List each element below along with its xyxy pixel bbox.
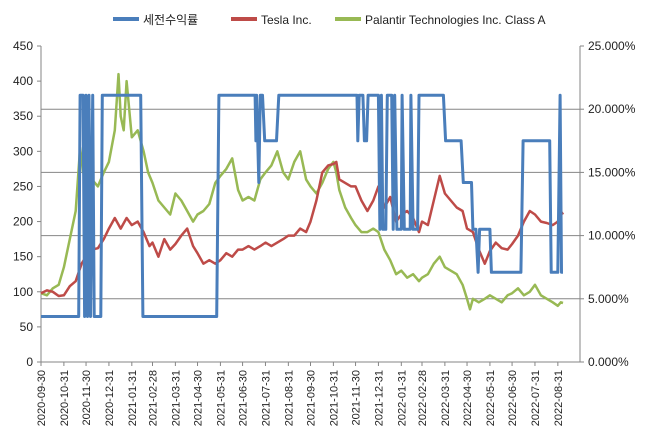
- gridlines: [41, 108, 580, 300]
- y-tick-label-left: 0: [26, 355, 33, 369]
- x-tick-label: 2022-01-31: [396, 370, 408, 426]
- series-line-return: [41, 93, 563, 318]
- y-tick-label-left: 100: [13, 285, 33, 299]
- y-tick-label-left: 400: [13, 74, 33, 88]
- x-tick-label: 2021-04-30: [193, 370, 205, 426]
- x-axis-labels: 2020-09-30 2020-10-31 2020-11-30 2020-12-31…: [36, 370, 565, 426]
- legend-label: Tesla Inc.: [261, 13, 312, 27]
- x-tick-label: 2021-11-30: [351, 370, 363, 425]
- y-tick-label-right: 5.000%: [588, 292, 629, 306]
- legend: 세전수익률 Tesla Inc. Palantir Technologies Inc…: [113, 13, 546, 27]
- x-tick-label: 2021-09-30: [306, 370, 318, 426]
- y-tick-label-right: 20.000%: [588, 102, 636, 116]
- x-tick-label: 2021-03-31: [170, 370, 182, 426]
- y-tick-label-right: 10.000%: [588, 229, 636, 243]
- y-tick-label-left: 200: [13, 215, 33, 229]
- series-line-palantir: [40, 72, 564, 311]
- y-tick-label-left: 450: [13, 39, 33, 53]
- y-axis-right-labels: 0.000% 5.000% 10.000% 15.000% 20.000% 25.000%: [588, 39, 636, 369]
- x-tick-label: 2022-05-31: [485, 370, 497, 426]
- x-tick-label: 2022-07-31: [530, 370, 542, 426]
- x-tick-label: 2021-12-31: [373, 370, 385, 426]
- legend-label: 세전수익률: [143, 13, 198, 27]
- x-tick-label: 2021-06-30: [238, 370, 250, 426]
- y-tick-label-left: 50: [20, 320, 34, 334]
- y-tick-label-right: 0.000%: [588, 355, 629, 369]
- y-tick-label-right: 25.000%: [588, 39, 636, 53]
- x-tick-label: 2021-08-31: [283, 370, 295, 426]
- x-tick-label: 2021-05-31: [215, 370, 227, 426]
- x-tick-label: 2020-12-31: [104, 370, 116, 426]
- x-tick-label: 2021-07-31: [260, 370, 272, 426]
- legend-label: Palantir Technologies Inc. Class A: [365, 13, 546, 27]
- x-tick-label: 2022-02-28: [417, 370, 429, 426]
- x-tick-label: 2021-10-31: [328, 370, 340, 426]
- axes: [37, 45, 584, 366]
- y-tick-label-right: 15.000%: [588, 165, 636, 179]
- x-tick-label: 2022-06-30: [507, 370, 519, 426]
- x-tick-label: 2020-09-30: [36, 370, 48, 426]
- y-tick-label-left: 350: [13, 109, 33, 123]
- y-axis-left-labels: 0 50 100 150 200 250 300 350 400 450: [13, 39, 33, 369]
- x-tick-label: 2022-04-30: [462, 370, 474, 426]
- series-lines: [40, 72, 565, 318]
- x-tick-label: 2020-10-31: [59, 370, 71, 426]
- y-tick-label-left: 150: [13, 250, 33, 264]
- x-tick-label: 2020-11-30: [81, 370, 93, 425]
- x-tick-label: 2021-02-28: [147, 370, 159, 426]
- y-tick-label-left: 300: [13, 144, 33, 158]
- x-tick-label: 2022-08-31: [553, 370, 565, 426]
- x-tick-label: 2022-03-31: [440, 370, 452, 426]
- x-tick-label: 2021-01-31: [127, 370, 139, 426]
- y-tick-label-left: 250: [13, 179, 33, 193]
